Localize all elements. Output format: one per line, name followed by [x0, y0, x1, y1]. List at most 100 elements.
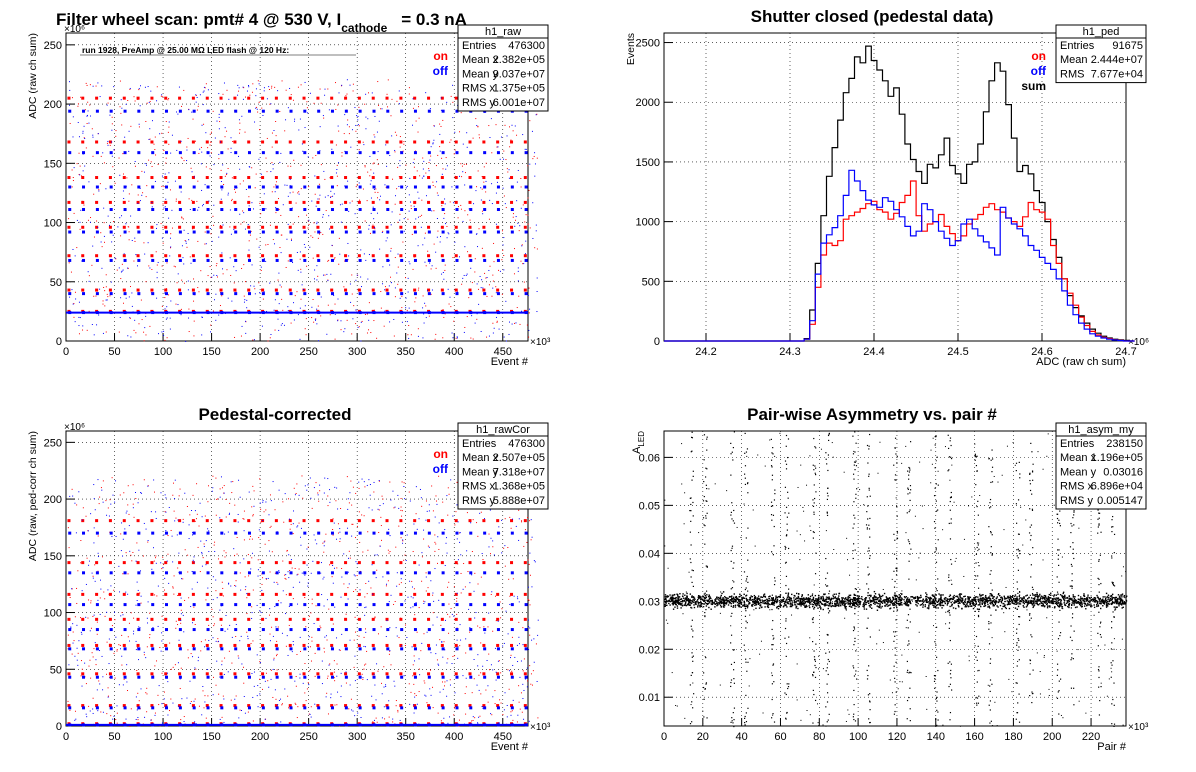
scatter-point-on [521, 244, 523, 246]
scatter-point-on [325, 210, 327, 212]
scatter-point-off [336, 487, 338, 489]
scatter-point-off [326, 333, 328, 335]
scatter-point-on [368, 302, 370, 304]
cluster-off [427, 531, 431, 535]
scatter-point-off [74, 502, 76, 504]
scatter-point-on [480, 576, 482, 578]
cluster-on [95, 643, 99, 647]
cluster-on [274, 96, 278, 100]
scatter-point-on [450, 306, 452, 308]
scatter-point-off [337, 298, 339, 300]
scatter-point-off [94, 580, 96, 582]
cluster-off [82, 258, 86, 262]
scatter-point-on [233, 282, 235, 284]
cluster-off [413, 185, 417, 189]
scatter-point-off [80, 209, 82, 211]
scatter-point-on [520, 178, 522, 180]
scatter-point-on [86, 557, 88, 559]
cluster-off [510, 208, 514, 212]
scatter-point-off [88, 181, 90, 183]
cluster-on [454, 519, 458, 523]
cluster-on [95, 140, 99, 144]
band-point [868, 602, 870, 605]
cluster-on [316, 200, 320, 204]
scatter-point-off [456, 639, 458, 641]
scatter-point-on [135, 498, 137, 500]
scatter-point-off [201, 124, 203, 126]
scatter-point-on [501, 293, 503, 295]
scatter-point-on [436, 192, 438, 194]
scatter-point-on [383, 325, 385, 327]
scatter-point-on [430, 669, 432, 671]
scatter-point-off [106, 611, 108, 613]
scatter-point-off [411, 646, 413, 648]
cluster-on [233, 225, 237, 229]
scatter-point-on [129, 317, 131, 319]
cluster-on [95, 176, 99, 180]
scatter-point-on [366, 650, 368, 652]
scatter-point-off [407, 277, 409, 279]
scatter-point-off [329, 501, 331, 503]
scatter-point-off [343, 553, 345, 555]
scatter-point-on [78, 152, 80, 154]
scatter-point-on [472, 137, 474, 139]
cluster-on [67, 704, 71, 708]
scatter-point-off [462, 588, 464, 590]
scatter-point-on [432, 510, 434, 512]
scatter-point-on [425, 305, 427, 307]
scatter-point-off [297, 525, 299, 527]
scatter-point-on [260, 521, 262, 523]
scatter-point-on [478, 134, 480, 136]
scatter-point-on [69, 709, 71, 711]
scatter-point-off [447, 722, 449, 724]
cluster-on [330, 288, 334, 292]
scatter-point-on [364, 313, 366, 315]
scatter-point-off [290, 559, 292, 561]
scatter-point-off [251, 264, 253, 266]
scatter-point-off [115, 480, 117, 482]
scatter-point-off [167, 714, 169, 716]
scatter-point-off [486, 659, 488, 661]
cluster-off [372, 208, 376, 212]
scatter-point-on [76, 163, 78, 165]
scatter-point-off [519, 225, 521, 227]
scatter-point-off [520, 660, 522, 662]
scatter-point-on [469, 219, 471, 221]
scatter-point-off [337, 508, 339, 510]
scatter-point-off [351, 709, 353, 711]
scatter-point-on [450, 608, 452, 610]
scatter-point-on [490, 593, 492, 595]
scatter-point-off [101, 489, 103, 491]
scatter-point-off [274, 299, 276, 301]
scatter-point-off [416, 703, 418, 705]
scatter-point-on [80, 96, 82, 98]
scatter-point-off [165, 530, 167, 532]
scatter-point-on [480, 511, 482, 513]
scatter-point-on [163, 691, 165, 693]
scatter-point-off [99, 613, 101, 615]
cluster-on [344, 96, 348, 100]
scatter-point-off [259, 662, 261, 664]
scatter-point-off [114, 611, 116, 613]
scatter-point-off [108, 515, 110, 517]
scatter-point-off [125, 223, 127, 225]
scatter-point-off [409, 177, 411, 179]
cluster-on [191, 200, 195, 204]
scatter-point-on [537, 717, 539, 719]
scatter-point-on [364, 166, 366, 168]
scatter-point-off [191, 111, 193, 113]
scatter-point-off [344, 185, 346, 187]
scatter-point-off [265, 578, 267, 580]
cluster-on [95, 561, 99, 565]
scatter-point-off [280, 721, 282, 723]
scatter-point-off [111, 129, 113, 131]
scatter-point-on [501, 608, 503, 610]
scatter-point-off [317, 494, 319, 496]
scatter-point-on [221, 660, 223, 662]
scatter-point-on [179, 687, 181, 689]
scatter-point-off [109, 114, 111, 116]
scatter-point-off [406, 185, 408, 187]
scatter-point-on [229, 226, 231, 228]
cluster-on [454, 288, 458, 292]
cluster-off [524, 706, 528, 710]
